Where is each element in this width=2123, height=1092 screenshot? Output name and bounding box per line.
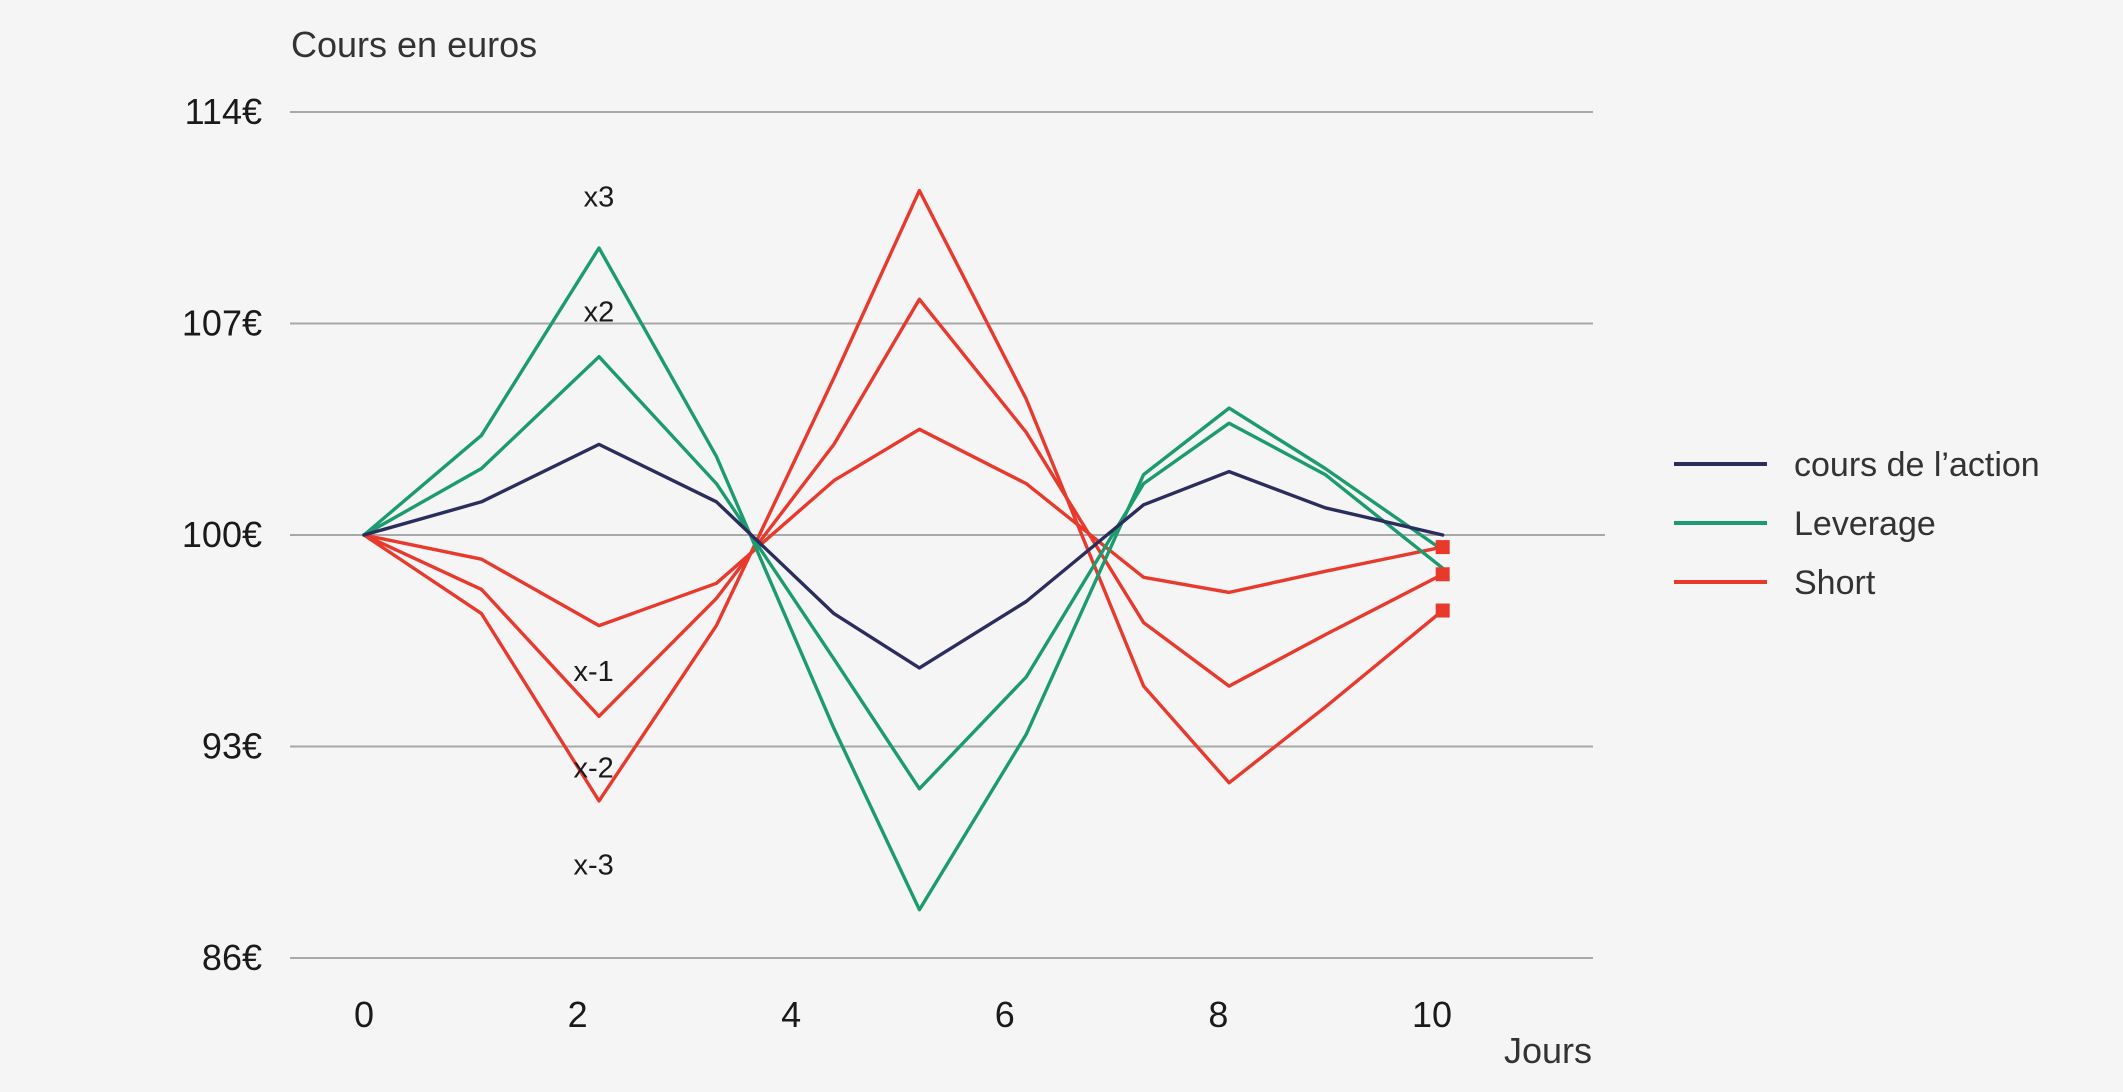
annotation-x-1: x-1: [573, 656, 613, 688]
y-axis-ticks: 86€ 93€ 100€ 107€ 114€: [182, 91, 262, 978]
x-axis-label: Jours: [1504, 1030, 1592, 1071]
end-marker-1: [1435, 567, 1450, 582]
end-marker-2: [1435, 603, 1450, 618]
annotation-x-2: x-2: [573, 753, 613, 785]
series-line-short-0: [362, 427, 1445, 628]
series-line-short-1: [362, 297, 1445, 718]
series-line-cours-de-l-action-5: [362, 442, 1445, 670]
y-tick-label: 93€: [202, 726, 262, 767]
x-tick-label: 2: [568, 994, 588, 1035]
x-tick-label: 6: [995, 994, 1015, 1035]
series-line-short-2: [362, 188, 1445, 803]
x-tick-label: 4: [781, 994, 801, 1035]
y-tick-label: 86€: [202, 937, 262, 978]
annotation-x2: x2: [584, 296, 615, 328]
x-tick-label: 8: [1208, 994, 1228, 1035]
y-tick-label: 107€: [182, 303, 262, 344]
x-axis-ticks: 0 2 4 6 8 10: [354, 994, 1452, 1035]
series-line-leverage-3: [362, 355, 1445, 791]
end-markers: [1435, 540, 1450, 618]
x-tick-label: 0: [354, 994, 374, 1035]
y-axis-label: Cours en euros: [291, 24, 537, 65]
y-tick-label: 114€: [185, 91, 262, 132]
grid-lines: [290, 111, 1605, 959]
annotations: x3 x2 x-1 x-2 x-3: [573, 182, 614, 882]
legend-label: Short: [1794, 564, 1876, 602]
series-line-leverage-4: [362, 246, 1445, 912]
annotation-x-3: x-3: [573, 849, 613, 881]
x-tick-label: 10: [1412, 994, 1452, 1035]
series-lines: [362, 188, 1445, 912]
y-tick-label: 100€: [182, 514, 262, 555]
end-marker-0: [1435, 540, 1450, 555]
annotation-x3: x3: [584, 182, 615, 214]
legend-label: cours de l’action: [1794, 446, 2040, 484]
legend-label: Leverage: [1794, 505, 1936, 543]
legend: cours de l’action Leverage Short: [1674, 446, 2040, 602]
